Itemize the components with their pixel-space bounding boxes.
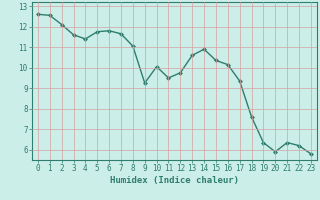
- X-axis label: Humidex (Indice chaleur): Humidex (Indice chaleur): [110, 176, 239, 185]
